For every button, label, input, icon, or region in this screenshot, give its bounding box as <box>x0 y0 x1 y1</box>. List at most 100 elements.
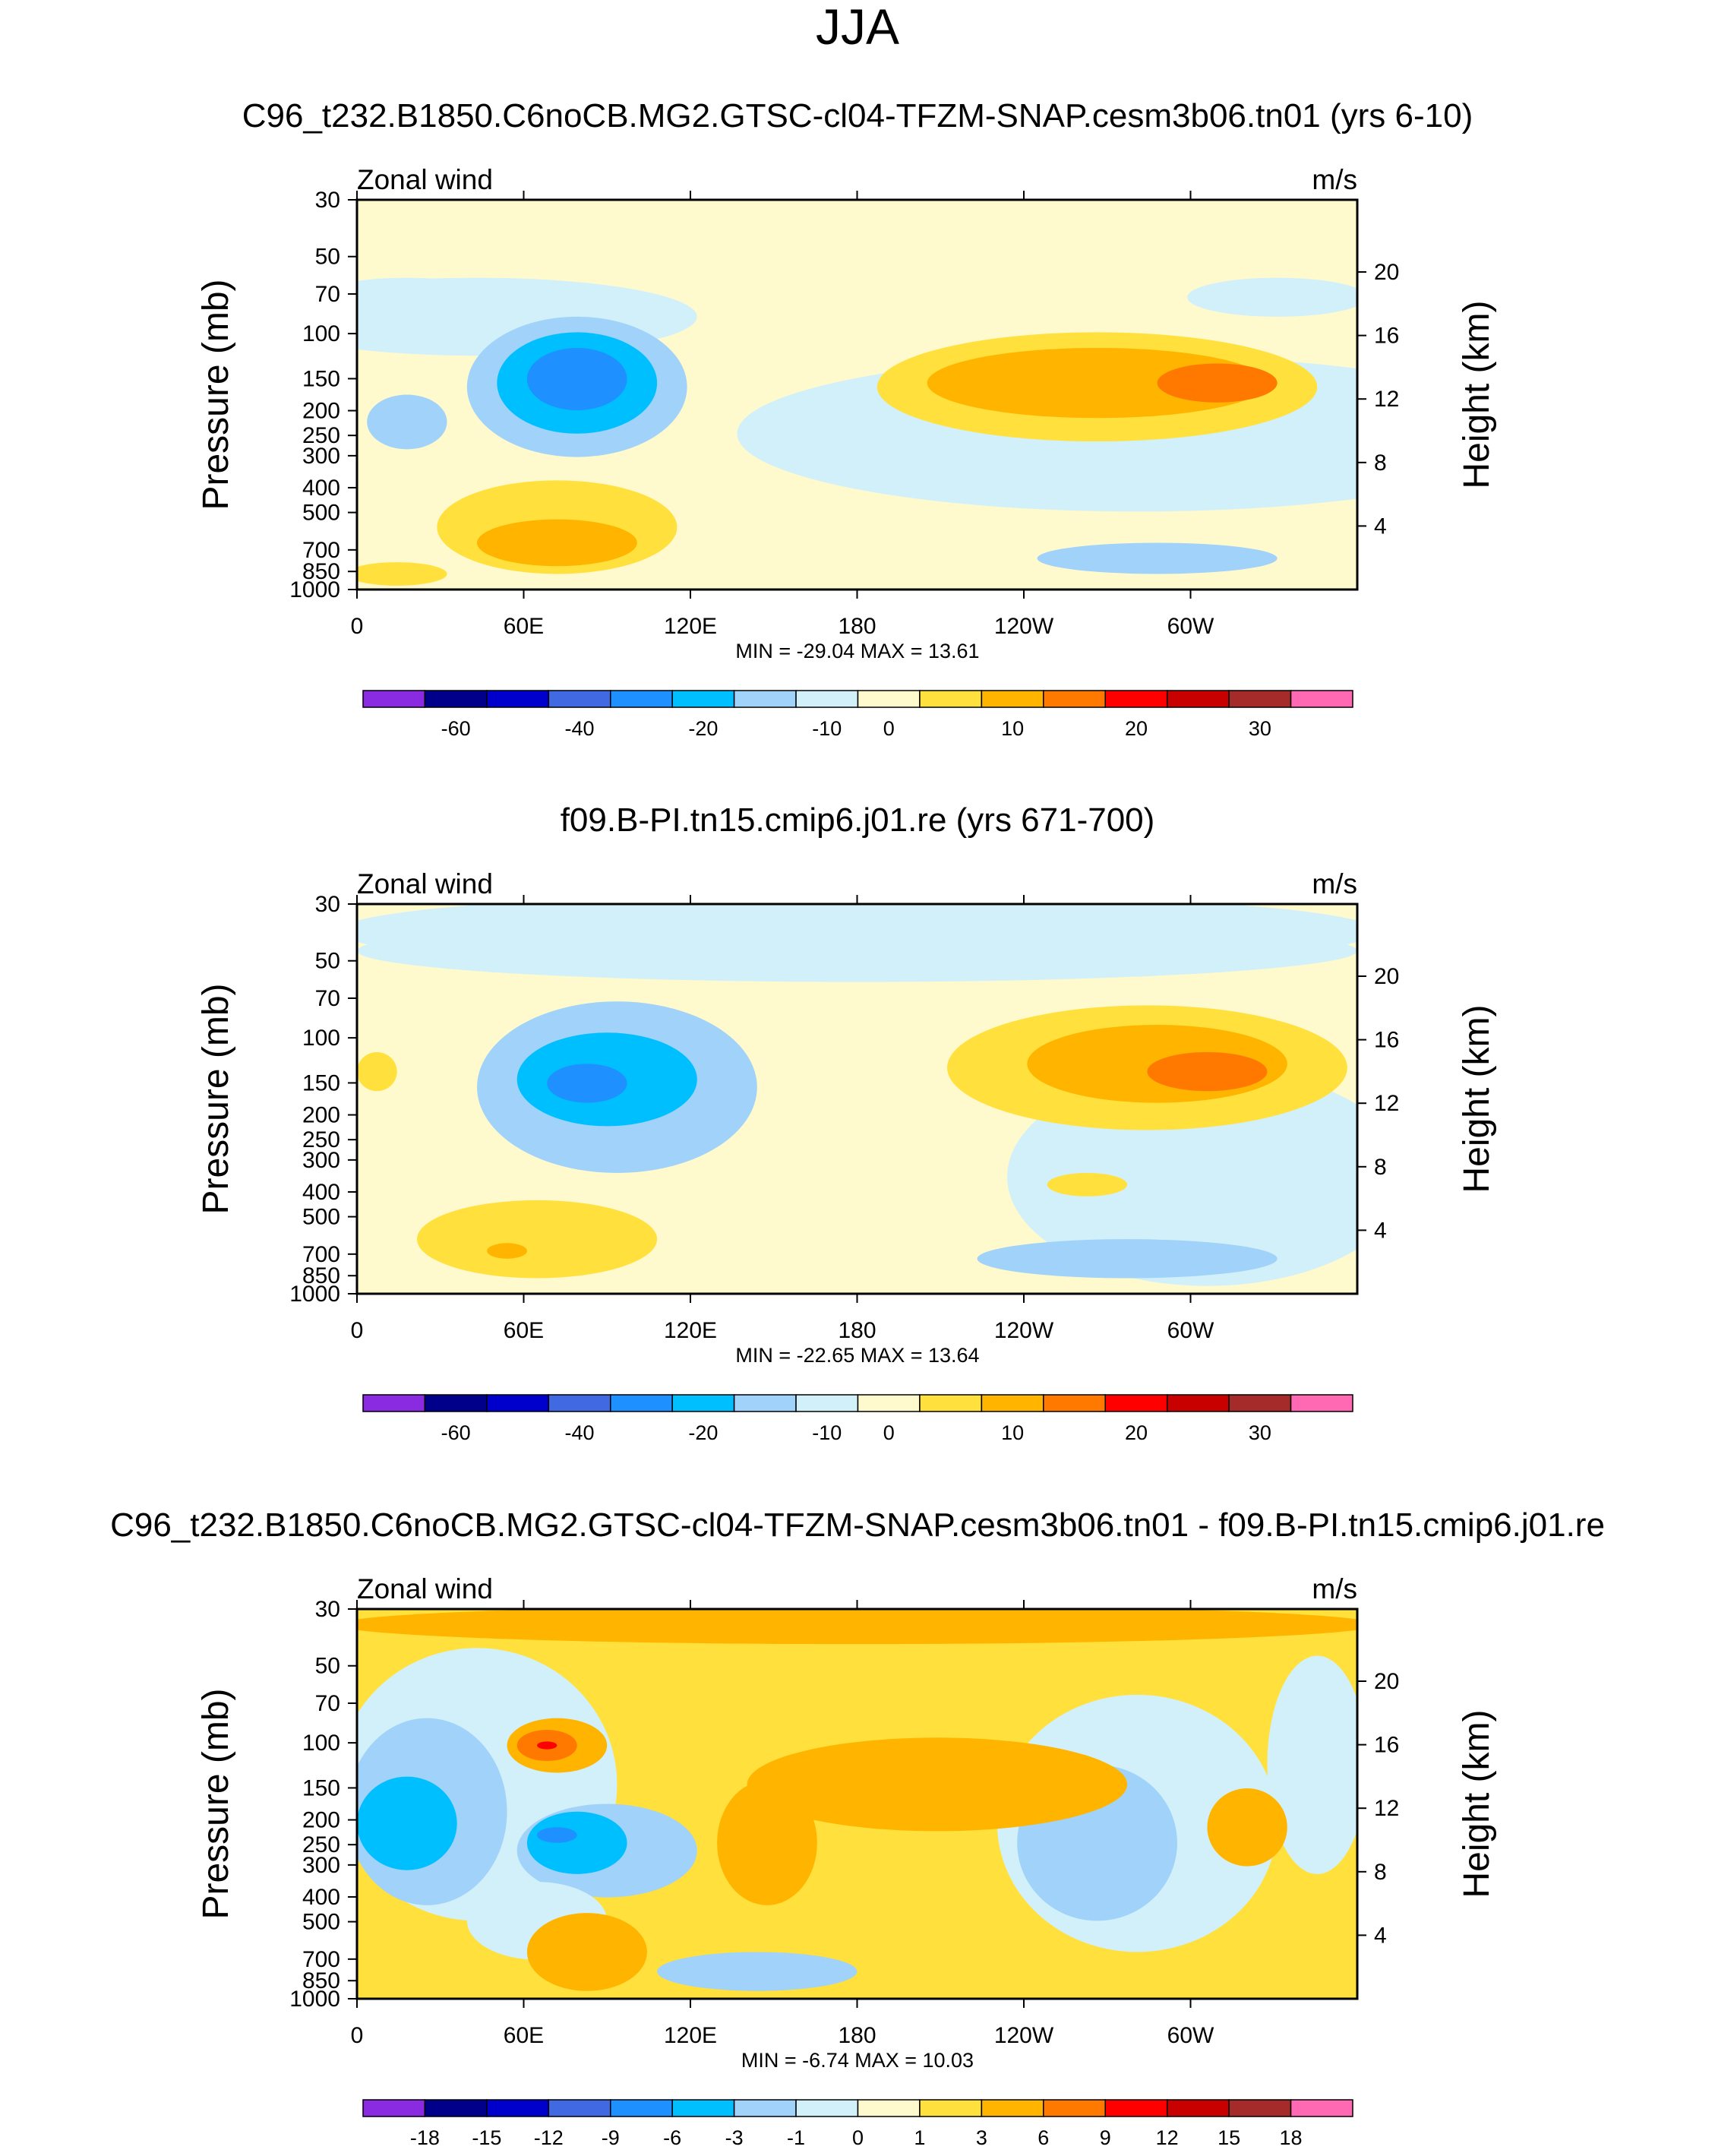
colorbar-swatch <box>671 1394 735 1412</box>
y-axis-title: Pressure (mb) <box>196 1688 236 1919</box>
colorbar-label: 1 <box>914 2126 925 2149</box>
y-tick-label: 250 <box>302 1127 340 1152</box>
x-tick-label: 60W <box>1167 2023 1214 2048</box>
y-tick-label: 850 <box>302 1263 340 1288</box>
contour-region-13 <box>487 1243 527 1259</box>
contour-region-19 <box>526 1913 647 1991</box>
x-tick-label: 60E <box>504 2023 544 2048</box>
contour-region-14 <box>747 1737 1128 1832</box>
colorbar: -60 -40 -20 -10 0 10 20 30 <box>362 1394 1353 1444</box>
panel-title: C96_t232.B1850.C6noCB.MG2.GTSC-cl04-TFZM… <box>242 97 1473 134</box>
x-tick-label: 0 <box>351 1318 364 1343</box>
colorbar-swatch <box>548 690 611 708</box>
y-tick-label: 300 <box>302 1853 340 1878</box>
panel-title: C96_t232.B1850.C6noCB.MG2.GTSC-cl04-TFZM… <box>110 1506 1605 1544</box>
y-tick-label: 30 <box>315 188 340 213</box>
x-tick-label: 0 <box>351 614 364 639</box>
panel-3: C96_t232.B1850.C6noCB.MG2.GTSC-cl04-TFZM… <box>110 1506 1605 2149</box>
colorbar-swatch <box>919 690 983 708</box>
colorbar-swatch <box>424 690 488 708</box>
colorbar-swatch <box>857 2099 921 2117</box>
contour-region-1 <box>357 1609 1357 1645</box>
y-tick-label: 1000 <box>289 577 340 602</box>
contour-region-2 <box>357 919 1357 982</box>
contour-region-14 <box>477 519 637 567</box>
colorbar-label: 3 <box>976 2126 987 2149</box>
colorbar-swatch <box>1228 2099 1292 2117</box>
colorbar-label: -40 <box>565 1421 595 1444</box>
height-tick-label: 12 <box>1374 1091 1399 1116</box>
panel-units-label: m/s <box>1312 868 1357 899</box>
contour-region-9 <box>1037 542 1278 574</box>
colorbar-swatch <box>795 1394 859 1412</box>
contour-region-13 <box>537 1741 557 1750</box>
y-tick-label: 250 <box>302 423 340 448</box>
colorbar-swatch <box>1228 1394 1292 1412</box>
height-tick-label: 8 <box>1374 1155 1387 1180</box>
y-axis-title-right: Height (km) <box>1457 1709 1497 1898</box>
height-tick-label: 12 <box>1374 387 1399 412</box>
height-tick-label: 4 <box>1374 1218 1387 1243</box>
y-tick-label: 200 <box>302 1103 340 1128</box>
contour-fills <box>357 1609 1357 1999</box>
colorbar-label: -10 <box>812 1421 842 1444</box>
colorbar-swatch <box>362 690 426 708</box>
y-tick-label: 500 <box>302 1205 340 1230</box>
x-tick-label: 180 <box>838 1318 876 1343</box>
contour-region-6 <box>547 1064 627 1103</box>
colorbar-label: -20 <box>688 1421 718 1444</box>
y-tick-label: 300 <box>302 444 340 469</box>
contour-region-8 <box>367 394 447 450</box>
y-tick-label: 30 <box>315 1597 340 1622</box>
colorbar-label: 9 <box>1100 2126 1111 2149</box>
colorbar-swatch <box>919 2099 983 2117</box>
colorbar-swatch <box>424 2099 488 2117</box>
x-tick-label: 60E <box>504 1318 544 1343</box>
y-axis-title-right: Height (km) <box>1457 300 1497 488</box>
colorbar-swatch <box>610 2099 673 2117</box>
x-tick-label: 60W <box>1167 614 1214 639</box>
y-tick-label: 700 <box>302 1242 340 1267</box>
colorbar-label: 12 <box>1156 2126 1179 2149</box>
colorbar-label: 15 <box>1218 2126 1240 2149</box>
colorbar: -18 -15 -12 -9 -6 -3 -1 0 1 3 6 9 12 15 18 <box>362 2099 1353 2149</box>
colorbar-swatch <box>548 2099 611 2117</box>
y-tick-label: 700 <box>302 538 340 563</box>
contour-region-10 <box>1147 1051 1268 1092</box>
y-tick-label: 850 <box>302 1968 340 1993</box>
colorbar-swatch <box>1166 2099 1230 2117</box>
y-tick-label: 70 <box>315 282 340 307</box>
y-tick-label: 1000 <box>289 1987 340 2012</box>
colorbar-label: 30 <box>1249 717 1271 740</box>
colorbar-swatch <box>671 690 735 708</box>
height-tick-label: 20 <box>1374 964 1399 989</box>
x-tick-label: 180 <box>838 2023 876 2048</box>
colorbar-label: -9 <box>602 2126 620 2149</box>
contour-fills <box>357 904 1357 1294</box>
colorbar-swatch <box>1290 2099 1353 2117</box>
x-tick-label: 60E <box>504 614 544 639</box>
colorbar-swatch <box>733 2099 797 2117</box>
height-tick-label: 20 <box>1374 260 1399 285</box>
colorbar-label: 30 <box>1249 1421 1271 1444</box>
y-tick-label: 250 <box>302 1832 340 1857</box>
y-tick-label: 850 <box>302 559 340 584</box>
colorbar-swatch <box>486 2099 550 2117</box>
panel-left-label: Zonal wind <box>357 1573 493 1604</box>
colorbar-swatch <box>733 690 797 708</box>
y-tick-label: 500 <box>302 501 340 526</box>
colorbar-label: -15 <box>472 2126 501 2149</box>
y-tick-label: 50 <box>315 1654 340 1679</box>
panel-units-label: m/s <box>1312 1573 1357 1604</box>
y-tick-label: 1000 <box>289 1282 340 1307</box>
y-axis-title-right: Height (km) <box>1457 1004 1497 1193</box>
colorbar-label: -20 <box>688 717 718 740</box>
panel-2: f09.B-PI.tn15.cmip6.j01.re (yrs 671-700)… <box>196 801 1497 1444</box>
contour-region-14 <box>357 1051 397 1092</box>
panel-left-label: Zonal wind <box>357 868 493 899</box>
colorbar-label: 18 <box>1280 2126 1303 2149</box>
panel-units-label: m/s <box>1312 164 1357 195</box>
contour-region-12 <box>1157 363 1278 403</box>
x-tick-label: 120W <box>994 614 1054 639</box>
colorbar-swatch <box>1104 2099 1168 2117</box>
